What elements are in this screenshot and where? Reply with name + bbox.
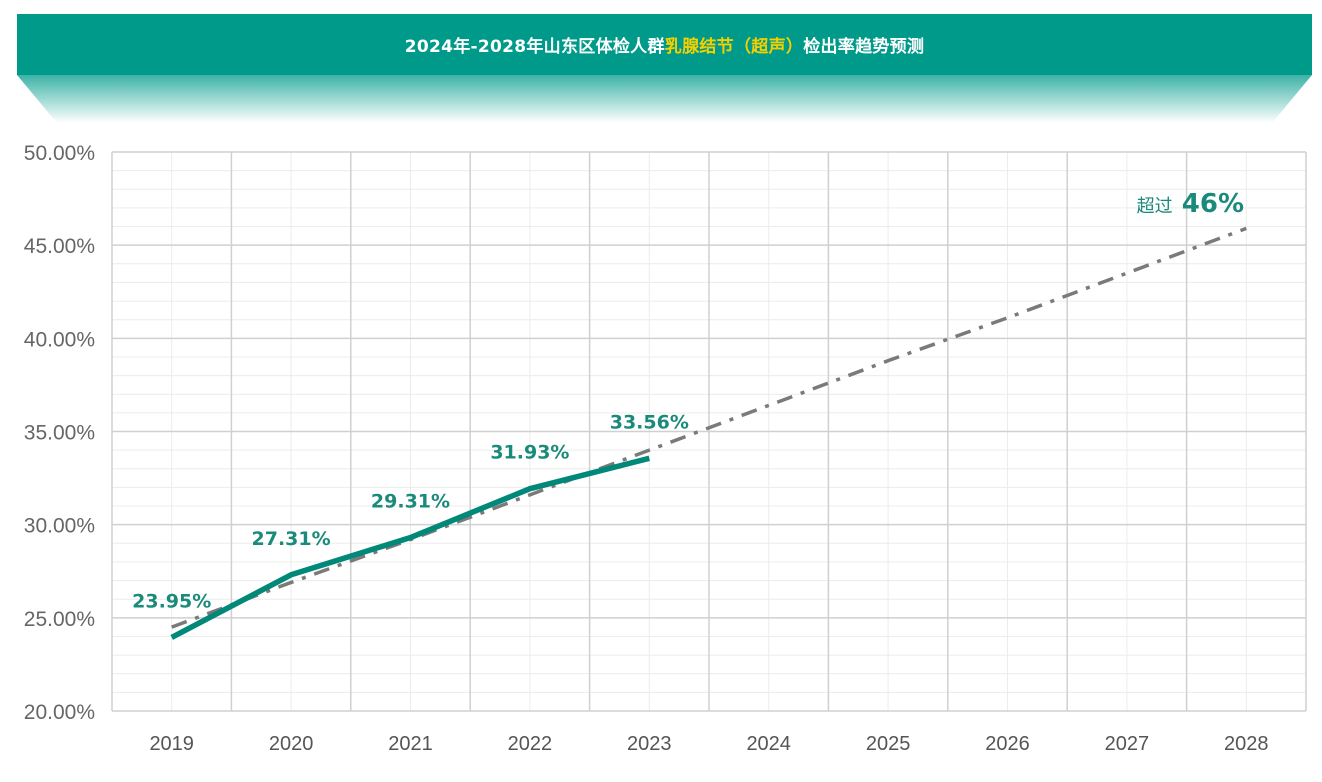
forecast-trend-line (171, 226, 1247, 629)
data-label: 23.95% (132, 590, 211, 612)
title-part2: 检出率趋势预测 (803, 37, 925, 57)
chart-title-banner: 2024年-2028年山东区体检人群 乳腺结节（超声） 检出率趋势预测 (17, 14, 1312, 75)
x-tick-label: 2021 (388, 733, 433, 755)
y-tick-label: 30.00% (24, 515, 95, 538)
forecast-annotation: 超过 46% (1137, 189, 1244, 219)
x-tick-label: 2022 (508, 733, 553, 755)
y-tick-label: 35.00% (24, 422, 95, 445)
x-tick-label: 2023 (627, 733, 672, 755)
y-tick-label: 40.00% (24, 328, 95, 351)
banner-shadow (17, 75, 1312, 123)
y-axis-ticks: 20.00% 25.00% 30.00% 35.00% 40.00% 45.00% 50.0… (24, 142, 95, 724)
x-tick-label: 2028 (1224, 733, 1269, 755)
x-tick-label: 2019 (149, 733, 194, 755)
data-labels: 23.95% 27.31% 29.31% 31.93% 33.56% (132, 411, 689, 612)
y-tick-label: 50.00% (24, 142, 95, 165)
data-label: 27.31% (252, 528, 331, 550)
actual-detection-rate-line (170, 455, 650, 640)
x-tick-label: 2027 (1105, 733, 1150, 755)
data-label: 29.31% (371, 491, 450, 513)
x-axis-ticks: 2019 2020 2021 2022 2023 2024 2025 2026 2027 2028 (149, 733, 1268, 755)
y-tick-label: 45.00% (24, 235, 95, 258)
data-label: 33.56% (610, 411, 689, 433)
x-tick-label: 2020 (269, 733, 314, 755)
title-part1: 2024年-2028年山东区体检人群 (404, 37, 665, 57)
y-tick-label: 20.00% (24, 701, 95, 724)
x-tick-label: 2025 (866, 733, 911, 755)
annotation-prefix: 超过 (1137, 196, 1173, 217)
annotation-value: 46% (1182, 189, 1244, 219)
x-tick-label: 2026 (985, 733, 1030, 755)
y-tick-label: 25.00% (24, 608, 95, 631)
title-highlight: 乳腺结节（超声） (664, 37, 804, 57)
series-group (170, 226, 1247, 640)
major-gridlines (111, 151, 1307, 712)
x-tick-label: 2024 (746, 733, 791, 755)
data-label: 31.93% (490, 442, 569, 464)
